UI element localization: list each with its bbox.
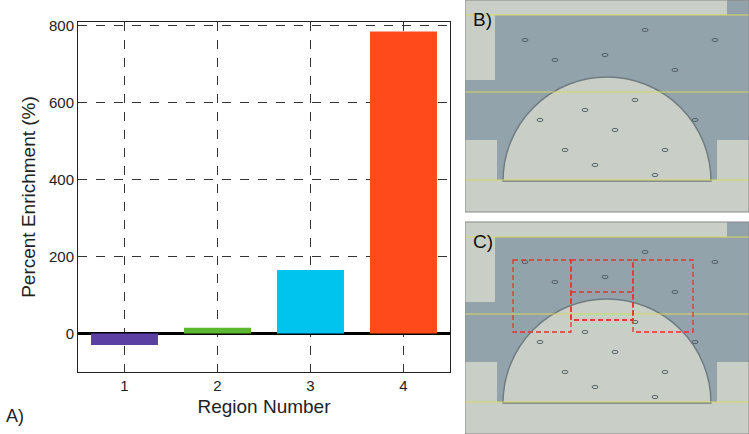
svg-text:2: 2 <box>213 377 221 394</box>
svg-text:0: 0 <box>66 325 74 342</box>
svg-text:1: 1 <box>120 377 128 394</box>
svg-text:800: 800 <box>49 17 74 34</box>
svg-text:A): A) <box>6 406 24 426</box>
svg-text:200: 200 <box>49 248 74 265</box>
svg-text:600: 600 <box>49 94 74 111</box>
svg-text:3: 3 <box>306 377 314 394</box>
svg-text:4: 4 <box>399 377 407 394</box>
svg-text:B): B) <box>473 9 492 30</box>
svg-text:Region Number: Region Number <box>197 396 331 417</box>
svg-text:C): C) <box>473 231 493 252</box>
svg-text:Percent Enrichment (%): Percent Enrichment (%) <box>18 96 39 298</box>
svg-text:400: 400 <box>49 171 74 188</box>
